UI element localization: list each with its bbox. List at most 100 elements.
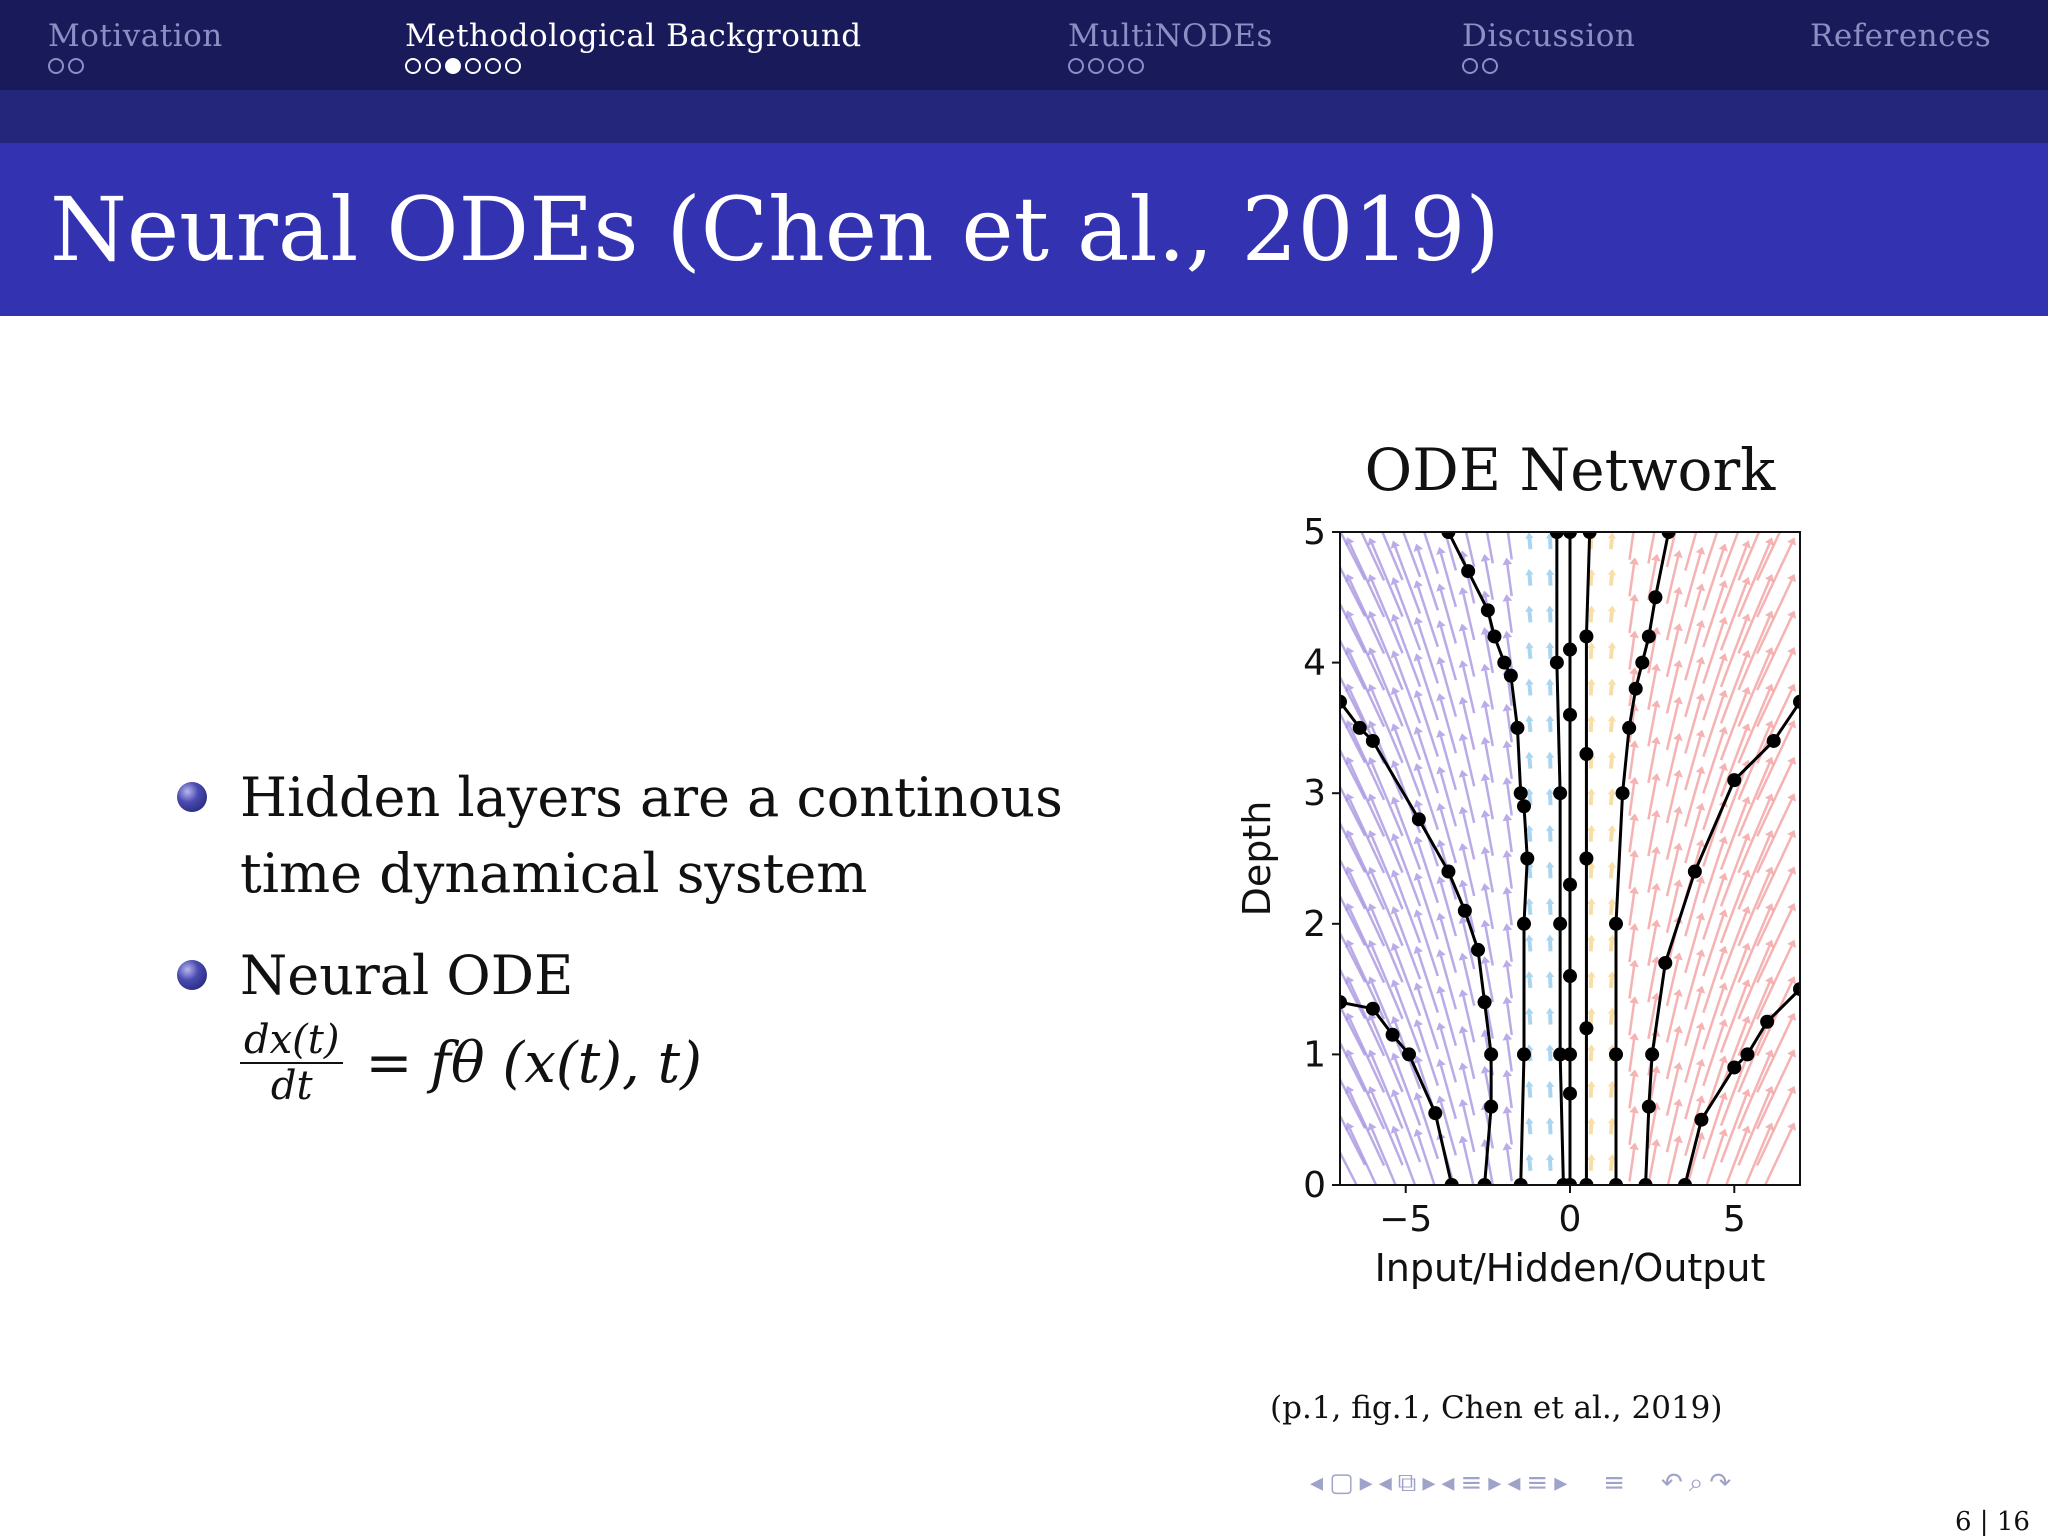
prev-section-icon[interactable]: ◂ [1441, 1468, 1454, 1499]
field-arrow-head [1459, 1135, 1469, 1143]
bullet-list: Hidden layers are a continous time dynam… [175, 760, 1075, 1134]
field-arrow-head [1673, 770, 1683, 778]
section-icon[interactable]: ≡ [1460, 1468, 1482, 1499]
trajectory-point [1609, 917, 1623, 931]
field-arrow [1721, 1095, 1746, 1162]
field-arrow [1721, 583, 1746, 650]
subsection-dot-icon[interactable] [425, 58, 441, 74]
field-arrow [1418, 660, 1438, 720]
field-arrow-head [1587, 1154, 1595, 1160]
trajectory-point [1579, 747, 1593, 761]
field-arrow-head [1525, 752, 1533, 758]
next-part-icon[interactable]: ▸ [1554, 1468, 1567, 1499]
x-tick-label: 5 [1723, 1199, 1746, 1240]
field-arrow [1591, 831, 1592, 842]
subsection-dot-icon[interactable] [505, 58, 521, 74]
subsection-band [0, 90, 2048, 143]
forward-icon[interactable]: ↷ [1709, 1468, 1731, 1499]
field-arrow-head [1546, 971, 1554, 977]
subsection-dot-icon[interactable] [1108, 58, 1124, 74]
subsection-dot-icon[interactable] [465, 58, 481, 74]
field-arrow [1418, 989, 1438, 1049]
field-arrow-head [1608, 606, 1616, 612]
field-arrow-head [1546, 898, 1554, 904]
trajectory-point [1553, 786, 1567, 800]
field-arrow-head [1673, 514, 1683, 522]
subsection-dot-icon[interactable] [1128, 58, 1144, 74]
nav-section-methodological-background[interactable]: Methodological Background [405, 18, 862, 74]
field-arrow [1757, 653, 1791, 726]
trajectory-point [1609, 1047, 1623, 1061]
nav-section-references[interactable]: References [1810, 18, 1991, 54]
next-subsection-icon[interactable]: ▸ [1422, 1468, 1435, 1499]
field-arrow [1395, 584, 1420, 650]
field-arrow [1630, 637, 1635, 669]
nav-section-label[interactable]: Methodological Background [405, 18, 862, 54]
subsection-icon[interactable]: ⧉ [1398, 1468, 1417, 1499]
field-arrow-head [1651, 773, 1661, 781]
nav-section-label[interactable]: MultiNODEs [1068, 18, 1273, 54]
nav-section-label[interactable]: References [1810, 18, 1991, 54]
field-arrow-head [1459, 880, 1469, 888]
field-arrow [1529, 831, 1530, 842]
field-arrow-head [1587, 1081, 1595, 1087]
field-arrow-head [1673, 733, 1683, 741]
derivative-fraction: dx(t) dt [240, 1018, 343, 1108]
field-arrow [1591, 904, 1592, 915]
prev-subsection-icon[interactable]: ◂ [1379, 1468, 1392, 1499]
subsection-dot-icon[interactable] [68, 58, 84, 74]
field-arrow [1507, 601, 1511, 633]
field-arrow-head [1436, 510, 1445, 518]
field-arrow [1630, 1149, 1635, 1181]
subsection-dot-icon[interactable] [1462, 58, 1478, 74]
next-section-icon[interactable]: ▸ [1488, 1468, 1501, 1499]
subsection-dot-icon[interactable] [485, 58, 501, 74]
trajectory-point [1366, 734, 1380, 748]
field-arrow-head [1459, 843, 1469, 851]
field-arrow-head [1324, 867, 1333, 875]
field-arrow-head [1696, 510, 1705, 518]
subsection-dot-icon[interactable] [445, 58, 461, 74]
field-arrow-head [1673, 623, 1683, 631]
toc-icon[interactable]: ≡ [1603, 1468, 1625, 1499]
field-arrow [1703, 916, 1723, 976]
nav-section-label[interactable]: Discussion [1462, 18, 1635, 54]
field-arrow-head [1459, 733, 1469, 741]
subsection-dot-icon[interactable] [1482, 58, 1498, 74]
part-icon[interactable]: ≡ [1526, 1468, 1548, 1499]
field-arrow-head [1481, 517, 1491, 525]
field-arrow [1328, 910, 1365, 982]
frame-icon[interactable]: ▢ [1329, 1468, 1354, 1499]
subsection-dot-icon[interactable] [405, 58, 421, 74]
field-arrow [1703, 587, 1723, 647]
trajectory-point [1658, 956, 1672, 970]
nav-section-discussion[interactable]: Discussion [1462, 18, 1635, 74]
field-arrow-head [1324, 501, 1333, 509]
field-arrow-head [1546, 1044, 1554, 1050]
field-arrow [1591, 977, 1592, 988]
next-frame-icon[interactable]: ▸ [1360, 1468, 1373, 1499]
field-arrow [1703, 989, 1723, 1049]
subsection-dot-icon[interactable] [1088, 58, 1104, 74]
ode-equation: dx(t) dt = fθ (x(t), t) [240, 1018, 1075, 1108]
field-arrow [1507, 930, 1511, 962]
back-icon[interactable]: ↶ [1661, 1468, 1683, 1499]
field-arrow [1328, 544, 1365, 616]
nav-section-multinodes[interactable]: MultiNODEs [1068, 18, 1273, 74]
field-arrow-head [1481, 920, 1491, 928]
field-arrow [1418, 1135, 1438, 1195]
nav-section-label[interactable]: Motivation [48, 18, 223, 54]
field-arrow-head [1481, 846, 1491, 854]
trajectory-point [1760, 1015, 1774, 1029]
field-arrow [1350, 1092, 1384, 1165]
prev-frame-icon[interactable]: ◂ [1310, 1468, 1323, 1499]
field-arrow-head [1587, 788, 1595, 794]
prev-part-icon[interactable]: ◂ [1507, 1468, 1520, 1499]
subsection-dot-icon[interactable] [1068, 58, 1084, 74]
field-arrow [1350, 544, 1384, 617]
subsection-dot-icon[interactable] [48, 58, 64, 74]
search-icon[interactable]: ⌕ [1689, 1468, 1704, 1499]
field-arrow-head [1459, 989, 1469, 997]
field-arrow [1591, 611, 1592, 622]
nav-section-motivation[interactable]: Motivation [48, 18, 223, 74]
